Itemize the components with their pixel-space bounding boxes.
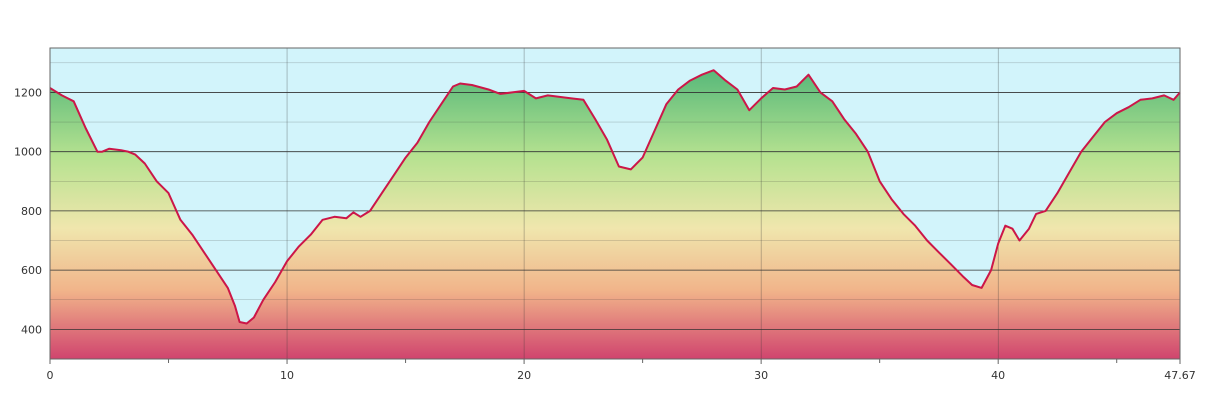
y-tick-label: 600 xyxy=(21,264,42,277)
x-tick-label: 20 xyxy=(517,369,531,382)
x-tick-label: 47.67 xyxy=(1164,369,1196,382)
y-tick-label: 1000 xyxy=(14,146,42,159)
x-tick-label: 30 xyxy=(754,369,768,382)
axes: 0 10 20 30 40 47.67 400 600 800 1000 1200 xyxy=(14,86,1196,382)
x-tick-label: 10 xyxy=(280,369,294,382)
plot-frame xyxy=(49,47,1181,360)
y-tick-label: 400 xyxy=(21,323,42,336)
x-tick-label: 0 xyxy=(47,369,54,382)
x-tick-label: 40 xyxy=(991,369,1005,382)
y-tick-label: 800 xyxy=(21,205,42,218)
elevation-line xyxy=(49,69,1181,325)
y-tick-label: 1200 xyxy=(14,86,42,99)
